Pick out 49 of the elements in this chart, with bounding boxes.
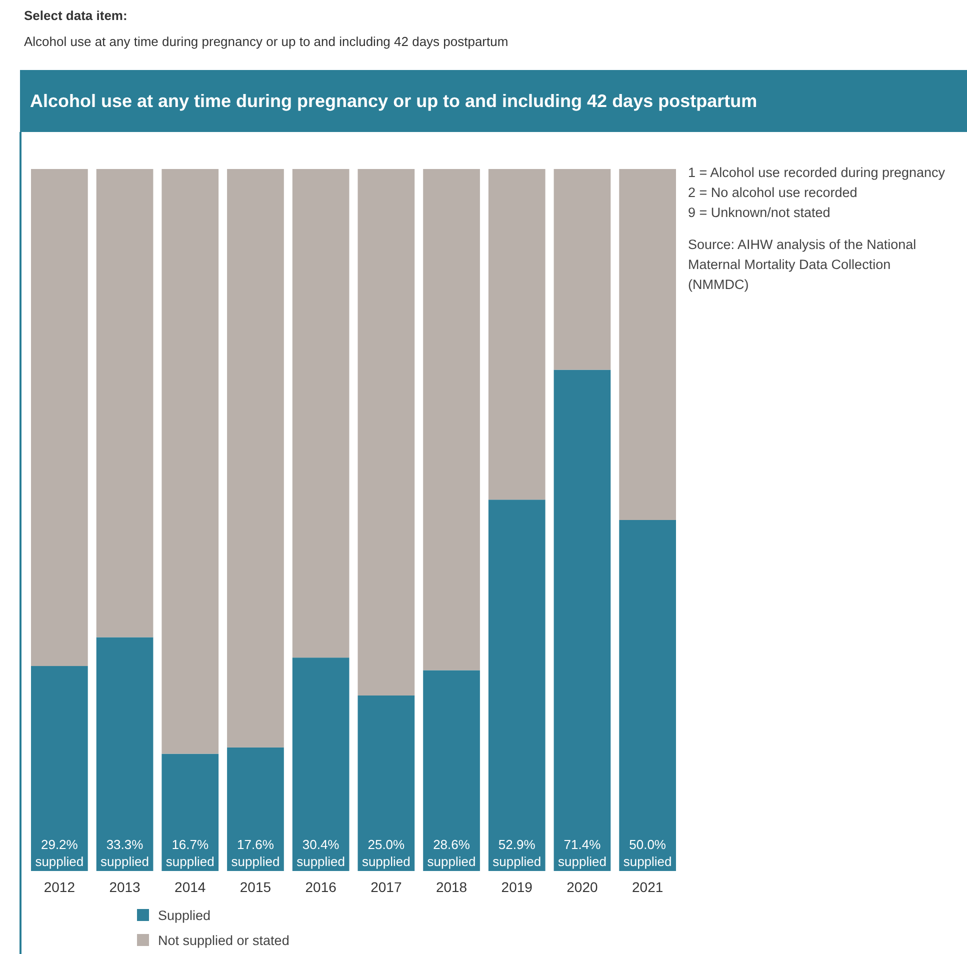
x-tick-label: 2012 [44,879,76,896]
bar [423,670,480,871]
data-label: 71.4% supplied [558,837,606,869]
x-tick-label: 2016 [305,879,337,896]
x-tick-label: 2018 [436,879,468,896]
bar [358,696,415,871]
data-label: 33.3% supplied [100,837,149,869]
data-label: 25.0% supplied [362,837,410,869]
bar [554,370,611,871]
bar [488,169,546,500]
bar [31,666,88,871]
text: 2 = No alcohol use recorded [688,185,858,200]
x-tick-label: 2014 [174,879,206,896]
data-label: 52.9% supplied [492,837,542,869]
data-label: 29.2% supplied [35,837,84,869]
source-note: Source: AIHW analysis of the National Maternal Mortality Data Collection (NMMDC) [688,237,916,292]
x-tick-label: 2020 [566,879,598,896]
text: Select data item: [24,8,128,23]
text: 9 = Unknown/not stated [688,205,830,220]
data-label: 17.6% supplied [231,837,280,869]
data-label: 30.4% supplied [296,837,346,869]
text: Alcohol use at any time during pregnancy or up to and including 42 days postpartum [24,34,508,49]
data-label: 50.0% supplied [623,837,672,869]
chart-title: Alcohol use at any time during pregnancy or up to and including 42 days postpartum [30,91,758,111]
x-tick-label: 2021 [632,879,664,896]
x-tick-label: 2017 [370,879,402,896]
bar [292,658,350,871]
legend-label: Supplied [158,908,211,923]
bar [488,500,546,871]
bar [423,169,480,670]
x-tick-label: 2019 [501,879,533,896]
bar [358,169,415,696]
bar [619,169,676,520]
bar [227,169,284,748]
bar [162,169,219,754]
x-tick-label: 2015 [240,879,272,896]
bar [554,169,611,370]
data-label: 16.7% supplied [166,837,214,869]
data-label: 28.6% supplied [427,837,476,869]
bar [96,169,154,638]
bar [96,637,154,871]
bar [162,754,219,871]
bar [31,169,88,666]
bar [619,520,676,871]
bar [227,747,284,871]
x-tick-label: 2013 [109,879,141,896]
bar [292,169,350,658]
text: 1 = Alcohol use recorded during pregnancy [688,165,946,180]
legend-label: Not supplied or stated [158,933,290,948]
